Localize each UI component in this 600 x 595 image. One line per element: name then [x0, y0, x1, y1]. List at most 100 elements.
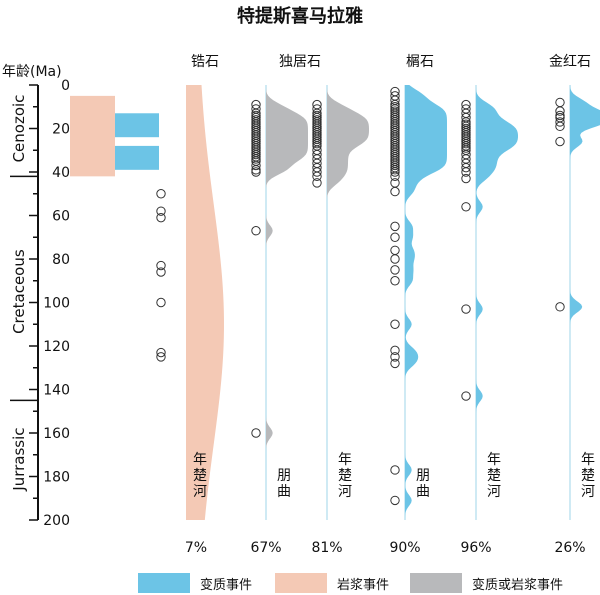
percentage-label: 90%	[389, 540, 420, 556]
y-tick-label: 200	[43, 513, 70, 529]
reference-ages	[156, 189, 166, 362]
legend-label-metamorphic-or-magmatic: 变质或岩浆事件	[472, 577, 564, 593]
age-density-curve	[327, 85, 369, 520]
legend-item-metamorphic: 变质事件	[138, 572, 252, 594]
y-tick-label: 180	[43, 470, 70, 486]
age-point	[251, 165, 261, 175]
age-point	[312, 171, 322, 182]
y-tick-label: 100	[43, 296, 70, 312]
location-label: 河	[193, 484, 207, 500]
mineral-label: 金红石	[549, 54, 591, 70]
reference-age-point	[156, 347, 166, 358]
age-point	[461, 162, 471, 173]
age-point	[251, 160, 261, 171]
age-point	[555, 106, 565, 116]
age-point	[555, 136, 565, 147]
age-point	[390, 186, 400, 197]
legend-item-magmatic: 岩浆事件	[275, 572, 389, 594]
age-point	[555, 110, 565, 121]
location-label: 曲	[277, 484, 291, 500]
magmatic-event-bar	[70, 95, 115, 177]
age-point	[390, 171, 400, 182]
age-point	[461, 391, 471, 401]
location-label: 曲	[416, 484, 430, 500]
chart: 特提斯喜马拉雅 年龄(Ma) 0 20 40 60 80 100 120 140 160 180 2…	[2, 5, 600, 556]
reference-age-point	[156, 206, 166, 216]
y-tick-label: 120	[43, 339, 70, 355]
age-point	[461, 173, 471, 184]
mineral-label: 锆石	[191, 54, 219, 70]
age-point	[461, 143, 471, 153]
age-point	[390, 167, 400, 177]
y-axis-label: 年龄(Ma)	[2, 64, 62, 80]
age-point	[390, 319, 400, 329]
age-point	[251, 226, 261, 236]
age-density-curve	[405, 85, 447, 520]
location-label: 朋	[277, 468, 291, 484]
age-point	[390, 221, 400, 232]
reference-age-point	[156, 212, 166, 223]
age-point	[461, 304, 471, 314]
metamorphic-event-bar	[115, 113, 159, 138]
y-tick-label: 0	[61, 78, 70, 94]
age-point	[555, 97, 565, 108]
age-point	[555, 121, 565, 132]
event-bars	[70, 95, 159, 177]
age-point	[390, 178, 400, 188]
age-density-curve	[266, 85, 308, 520]
mineral-label: 榍石	[406, 54, 434, 70]
legend: 变质事件 岩浆事件 变质或岩浆事件	[0, 572, 600, 594]
age-point	[390, 358, 400, 369]
location-label: 年	[193, 452, 207, 468]
age-point	[312, 134, 322, 145]
age-point	[390, 265, 400, 275]
location-label: 楚	[193, 468, 207, 484]
mineral-label: 独居石	[279, 54, 321, 70]
reference-age-point	[156, 260, 166, 271]
age-point	[390, 160, 400, 171]
age-point	[312, 167, 322, 177]
age-point	[390, 465, 400, 475]
age-point	[312, 139, 322, 149]
percentage-label: 26%	[554, 540, 585, 556]
age-density-curve	[476, 85, 518, 520]
age-point	[312, 178, 322, 188]
percentage-label: 96%	[460, 540, 491, 556]
location-label: 年	[581, 452, 595, 468]
location-label: 楚	[338, 468, 352, 484]
y-tick-label: 20	[52, 122, 70, 138]
percentage-label: 67%	[250, 540, 281, 556]
reference-age-point	[156, 352, 166, 362]
age-point	[251, 167, 261, 177]
age-point	[390, 245, 400, 256]
age-point	[251, 154, 261, 164]
location-label: 河	[338, 484, 352, 500]
reference-age-point	[156, 189, 166, 199]
location-label: 楚	[487, 468, 501, 484]
age-point	[461, 202, 471, 212]
era-label: Jurrassic	[10, 427, 28, 491]
reference-age-point	[156, 297, 166, 308]
age-point	[461, 139, 471, 149]
location-label: 朋	[416, 468, 430, 484]
age-point	[390, 345, 400, 356]
legend-swatch-metamorphic-or-magmatic	[410, 573, 462, 593]
location-label: 年	[487, 452, 501, 468]
zircon-distribution	[186, 85, 224, 520]
age-point	[555, 302, 565, 312]
age-point	[390, 352, 400, 362]
y-tick-label: 160	[43, 426, 70, 442]
location-label: 年	[338, 452, 352, 468]
age-point	[390, 232, 400, 242]
legend-swatch-magmatic	[275, 573, 327, 593]
percentage-label: 81%	[311, 540, 342, 556]
legend-swatch-metamorphic	[138, 573, 190, 593]
y-axis: 0 20 40 60 80 100 120 140 160 180 200 Cenozoic Creta…	[10, 78, 70, 529]
percentage-label: 7%	[185, 540, 207, 556]
age-point	[461, 167, 471, 177]
legend-label-metamorphic: 变质事件	[200, 577, 253, 593]
location-label: 楚	[581, 468, 595, 484]
y-tick-label: 140	[43, 383, 70, 399]
era-label: Cenozoic	[10, 95, 28, 163]
